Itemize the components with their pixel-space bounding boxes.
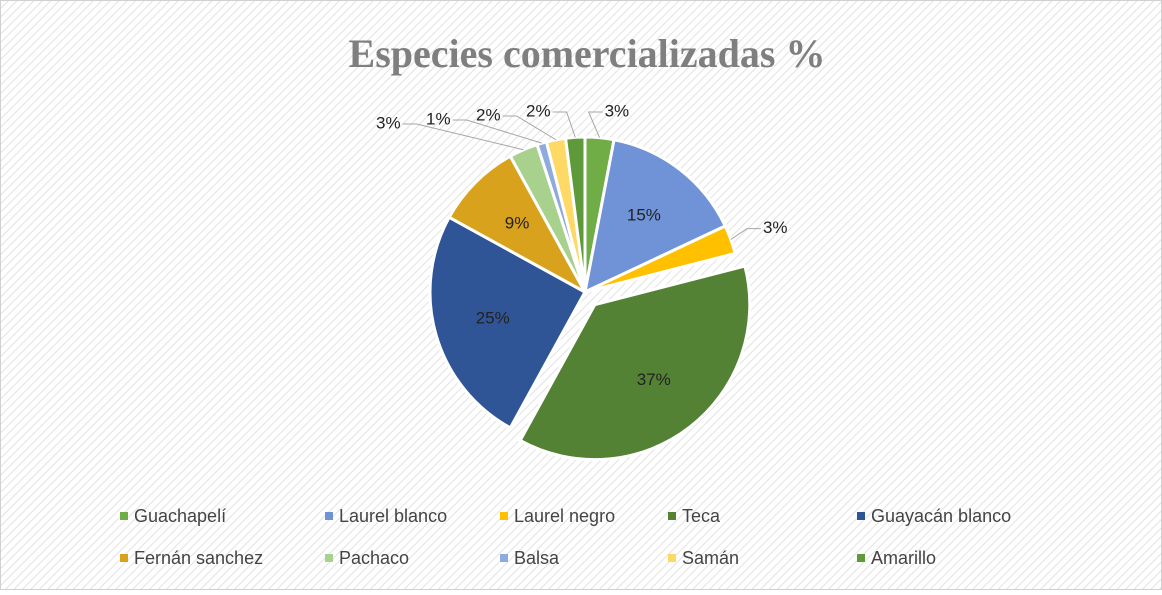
- legend-swatch: [120, 512, 128, 520]
- pie-slice: [447, 154, 589, 296]
- legend-label: Fernán sanchez: [134, 548, 263, 568]
- pie-slice: [584, 224, 737, 294]
- legend-swatch: [325, 554, 333, 562]
- leader-line: [402, 123, 524, 151]
- leader-line: [730, 228, 761, 240]
- legend-label: Balsa: [514, 548, 560, 568]
- pie-slice: [428, 215, 588, 430]
- legend-swatch: [325, 512, 333, 520]
- pie-slice: [518, 264, 752, 462]
- legend-swatch: [500, 554, 508, 562]
- legend-label: Laurel blanco: [339, 506, 447, 526]
- legend-label: Guachapelí: [134, 506, 226, 526]
- leader-line: [587, 111, 603, 138]
- legend-swatch: [668, 512, 676, 520]
- legend-label: Guayacán blanco: [871, 506, 1011, 526]
- data-label: 3%: [605, 101, 630, 120]
- legend-label: Laurel negro: [514, 506, 615, 526]
- data-label: 15%: [627, 206, 661, 225]
- legend-label: Amarillo: [871, 548, 936, 568]
- legend-label: Pachaco: [339, 548, 409, 568]
- data-label: 2%: [476, 105, 501, 124]
- legend-swatch: [857, 512, 865, 520]
- legend-swatch: [668, 554, 676, 562]
- data-label: 1%: [426, 109, 451, 128]
- leader-line: [552, 111, 576, 138]
- data-label: 2%: [526, 101, 551, 120]
- pie-slice: [582, 137, 728, 295]
- data-label: 3%: [763, 218, 788, 237]
- legend-swatch: [120, 554, 128, 562]
- data-label: 3%: [376, 113, 401, 132]
- leader-line: [502, 115, 557, 141]
- data-label: 9%: [505, 214, 530, 233]
- legend-label: Teca: [682, 506, 721, 526]
- leader-line: [452, 119, 542, 144]
- data-label: 25%: [476, 308, 510, 327]
- chart-title: Especies comercializadas %: [349, 31, 826, 76]
- legend-label: Samán: [682, 548, 739, 568]
- legend-swatch: [500, 512, 508, 520]
- legend-swatch: [857, 554, 865, 562]
- data-label: 37%: [637, 370, 671, 389]
